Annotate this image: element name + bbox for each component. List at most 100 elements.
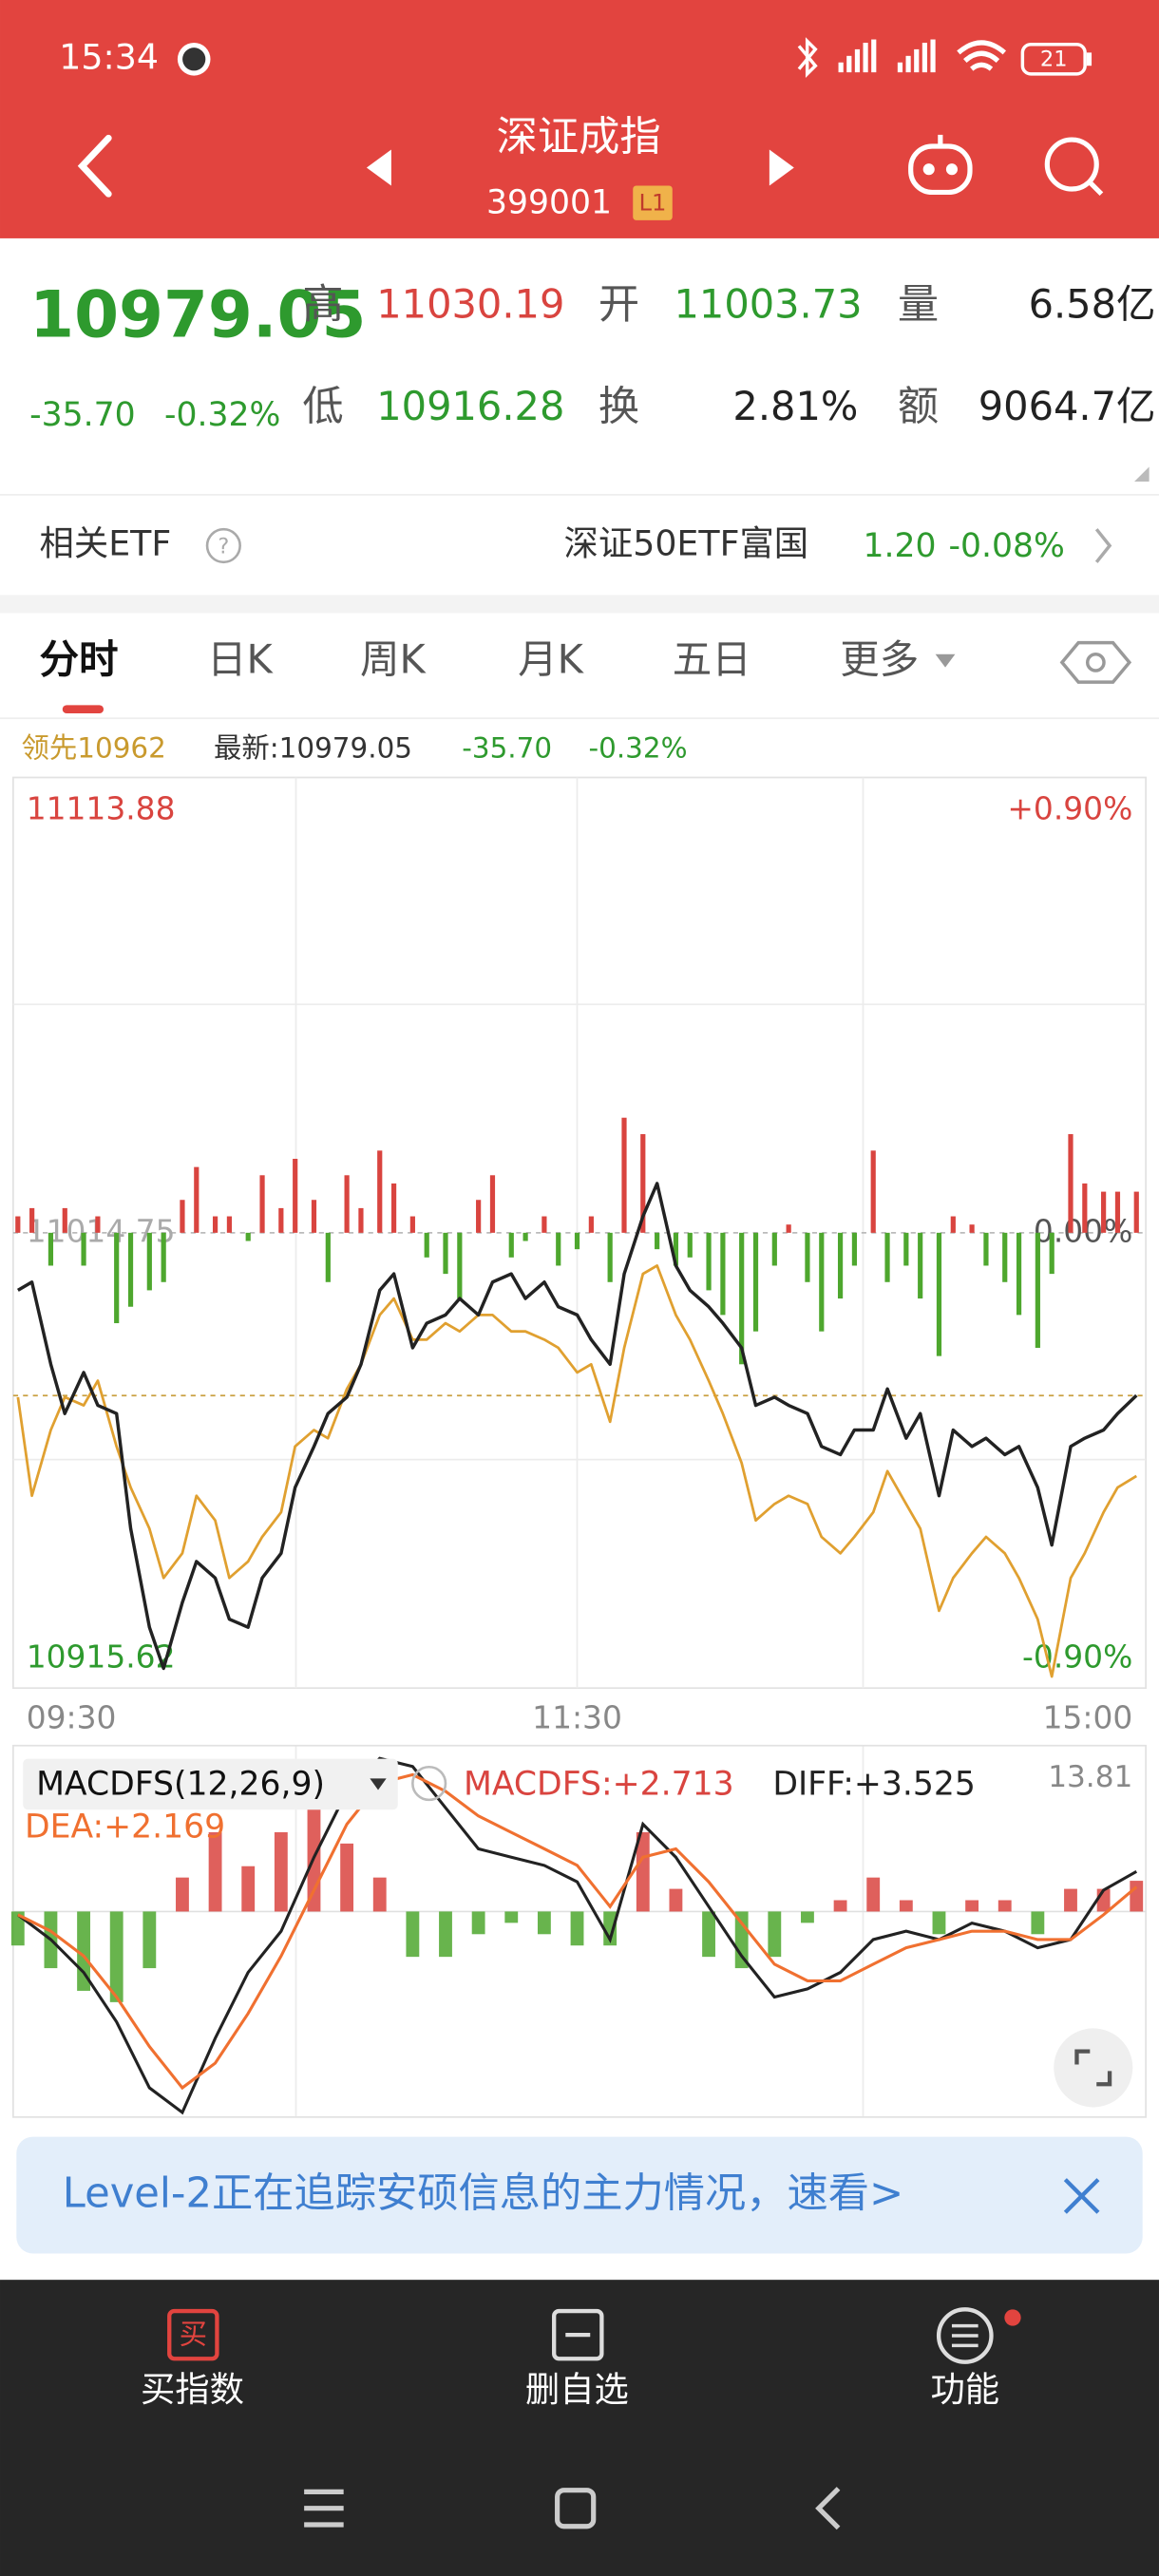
lead-bar: [786, 1224, 791, 1233]
macd-chart: 13.81 MACDFS(12,26,9) MACDFS:+2.713 DIFF:+3…: [10, 1756, 1147, 2115]
tab[interactable]: 周K: [360, 635, 428, 682]
banner[interactable]: [16, 2136, 1143, 2254]
tab[interactable]: 更多: [840, 635, 919, 682]
lead-bar: [1101, 1191, 1107, 1233]
lead-bar: [1082, 1183, 1088, 1233]
lead-bar: [574, 1232, 580, 1250]
stat-label: 高: [302, 281, 343, 329]
home-key[interactable]: [555, 2488, 597, 2529]
lead-bar: [1016, 1232, 1022, 1316]
lead-bar: [278, 1207, 284, 1233]
banner-close[interactable]: [1063, 2178, 1100, 2214]
macd-bar: [899, 1900, 913, 1912]
macd-bar: [372, 1877, 387, 1912]
tab[interactable]: 分时: [40, 635, 119, 682]
expand-corner[interactable]: [1134, 466, 1150, 483]
nav-item[interactable]: 功能: [930, 2369, 999, 2410]
lead-bar: [489, 1175, 496, 1233]
lead-bar: [457, 1232, 463, 1299]
macd-bar: [636, 1831, 650, 1912]
stat-value: 6.58亿: [1029, 281, 1156, 328]
macd-bar: [340, 1843, 354, 1912]
macd-bar: [833, 1900, 847, 1912]
y-tick-label: 13.81: [1048, 1760, 1132, 1794]
y2-tick-label: -0.90%: [1022, 1638, 1132, 1676]
x-tick-label: 11:30: [532, 1699, 622, 1736]
lead-bar: [48, 1232, 54, 1266]
help-icon[interactable]: [205, 527, 241, 564]
nav-item[interactable]: 删自选: [525, 2369, 629, 2410]
search-button[interactable]: [1044, 137, 1104, 197]
etf-name[interactable]: 深证50ETF富国: [564, 523, 809, 564]
lead-bar: [293, 1158, 298, 1233]
etf-chevron[interactable]: [1094, 528, 1112, 563]
intraday-chart: 11113.8811014.7510915.62+0.90%0.00%-0.90…: [12, 777, 1147, 1736]
macd-bar: [603, 1911, 618, 1946]
lead-bar: [424, 1232, 429, 1258]
bluetooth-icon: [797, 37, 818, 79]
banner-text[interactable]: Level-2正在追踪安硕信息的主力情况，速看>: [63, 2169, 904, 2217]
etf-label: 相关ETF: [40, 523, 172, 564]
lead-bar: [146, 1232, 152, 1291]
status-time: 15:34: [59, 36, 159, 77]
delete-icon: [552, 2308, 604, 2361]
lead-bar: [81, 1232, 86, 1266]
wifi-icon: [957, 40, 1007, 71]
x-tick-label: 09:30: [27, 1699, 117, 1736]
status-icon: [182, 47, 206, 71]
macd-bar: [471, 1911, 485, 1935]
lead-bar: [969, 1224, 975, 1233]
fullscreen-icon: [1074, 2049, 1112, 2087]
index-code: 399001: [486, 184, 612, 222]
nav-item[interactable]: 买指数: [141, 2369, 244, 2410]
price-line: [16, 1182, 1138, 1671]
help-icon-mark: ?: [218, 535, 229, 559]
y-tick-label: 11113.88: [27, 790, 176, 827]
lead-bar: [640, 1134, 646, 1233]
stat-value: 11003.73: [674, 281, 863, 328]
lead-bar: [739, 1232, 745, 1365]
lead-bar: [62, 1207, 67, 1233]
lead-bar: [508, 1232, 514, 1258]
macd-bar: [932, 1911, 946, 1935]
indicator-title: MACDFS(12,26,9): [36, 1765, 325, 1803]
macd-bar: [965, 1900, 979, 1912]
robot-button[interactable]: [908, 134, 973, 196]
macd-bar: [570, 1911, 584, 1946]
tab[interactable]: 日K: [207, 635, 275, 682]
lead-bar: [819, 1232, 825, 1332]
stat-label: 量: [898, 281, 939, 329]
lead-bar: [522, 1232, 528, 1241]
lead-bar: [771, 1232, 777, 1266]
indicator-selector[interactable]: [23, 1758, 398, 1810]
tab[interactable]: 五日: [673, 635, 751, 682]
battery-tip: [1086, 52, 1092, 66]
settings-button[interactable]: [1059, 640, 1132, 684]
stat-value: 10916.28: [376, 383, 564, 429]
lead-bar: [358, 1207, 364, 1233]
tab-bar: 分时 日K 周K 月K 五日 更多: [40, 635, 956, 682]
macd-bar: [241, 1866, 256, 1912]
lead-bar: [752, 1232, 759, 1332]
legend-entry: MACDFS:+2.713: [464, 1765, 734, 1803]
stat-label: 开: [598, 281, 639, 329]
stat-value: 2.81%: [732, 383, 858, 429]
macd-bar: [406, 1911, 420, 1958]
lead-bar: [180, 1200, 185, 1233]
menu-key[interactable]: [304, 2489, 344, 2528]
back-key[interactable]: [815, 2487, 841, 2530]
stat-label: 额: [898, 383, 939, 430]
prev-button[interactable]: [366, 149, 391, 186]
macd-bar: [669, 1888, 683, 1912]
back-button[interactable]: [77, 134, 112, 198]
latest-change-pct: -0.32%: [589, 732, 688, 765]
next-button[interactable]: [769, 149, 794, 186]
fullscreen-button[interactable]: [1054, 2028, 1133, 2108]
dropdown-arrow: [935, 653, 956, 668]
battery-icon: [1020, 42, 1087, 76]
lead-bar: [15, 1216, 21, 1233]
buy-icon-box: [167, 2308, 219, 2361]
lead-bar: [325, 1232, 331, 1282]
tab[interactable]: 月K: [518, 635, 585, 682]
